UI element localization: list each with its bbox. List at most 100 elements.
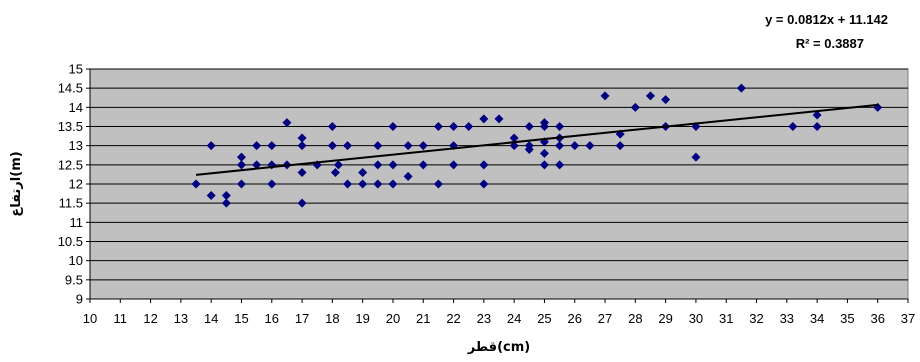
data-point [333, 160, 343, 170]
x-tick-label: 30 [689, 311, 703, 326]
x-tick-label: 13 [174, 311, 188, 326]
data-point [236, 160, 246, 170]
data-point [433, 122, 443, 131]
data-point [297, 198, 307, 208]
x-tick-labels: 10 11 12 13 14 15 16 17 18 19 20 21 22 23 24 25 26 27 28 29… [83, 311, 915, 326]
x-tick-label: 10 [83, 311, 97, 326]
x-tick-label: 11 [114, 311, 128, 326]
data-point [524, 122, 534, 131]
data-point [812, 110, 822, 120]
x-tick-label: 20 [386, 311, 400, 326]
x-tick-label: 35 [840, 311, 854, 326]
y-tick-label: 11 [70, 215, 84, 230]
data-point [539, 122, 549, 131]
data-point [221, 191, 231, 200]
data-point [449, 160, 459, 170]
y-tick-label: 13 [69, 138, 83, 153]
data-point [327, 122, 337, 131]
data-point [464, 122, 474, 131]
data-point [236, 179, 246, 189]
data-point [297, 133, 307, 143]
data-point [645, 91, 655, 101]
x-tick-label: 15 [234, 311, 248, 326]
y-tick-label: 12.5 [58, 157, 83, 172]
data-point [509, 133, 519, 143]
y-tick-label: 11.5 [59, 196, 83, 211]
data-point [539, 160, 549, 170]
data-point [403, 141, 413, 151]
data-points [191, 83, 883, 208]
x-tick-label: 21 [416, 311, 430, 326]
x-tick-label: 25 [537, 311, 551, 326]
data-point [524, 145, 534, 154]
data-point [539, 148, 549, 158]
y-tick-label: 14.5 [58, 81, 83, 96]
x-tick-label: 22 [446, 311, 460, 326]
x-tick-label: 33 [780, 311, 794, 326]
data-point [236, 152, 246, 162]
y-axis-title: ارتفاع(m) [9, 151, 24, 216]
x-tick-label: 27 [598, 311, 612, 326]
x-tick-label: 29 [658, 311, 672, 326]
data-point [343, 141, 353, 151]
data-point [812, 122, 822, 131]
trendline-equation: y = 0.0812x + 11.142 [765, 12, 888, 27]
data-point [570, 141, 580, 151]
data-point [267, 141, 277, 151]
data-point [388, 179, 398, 189]
data-point [373, 160, 383, 170]
data-point [282, 118, 292, 128]
data-point [252, 141, 262, 151]
data-point [373, 141, 383, 151]
gridlines [90, 68, 908, 281]
data-point [479, 160, 489, 170]
data-point [615, 141, 625, 151]
data-point [297, 141, 307, 151]
data-point [373, 179, 383, 189]
data-point [600, 91, 610, 101]
data-point [555, 122, 565, 131]
data-point [403, 171, 413, 181]
data-point [494, 114, 504, 124]
data-point [555, 160, 565, 170]
y-tick-label: 10 [69, 253, 83, 268]
data-point [191, 179, 201, 189]
x-tick-label: 19 [355, 311, 369, 326]
data-point [433, 179, 443, 189]
data-point [252, 160, 262, 170]
data-point [479, 179, 489, 189]
y-tick-labels: 9 9.5 10 10.5 11 11.5 12 12.5 13 13.5 14 14.5 15 [58, 62, 83, 307]
data-point [630, 102, 640, 112]
data-point [661, 95, 671, 105]
data-point [788, 122, 798, 131]
x-tick-label: 31 [719, 311, 733, 326]
data-point [358, 168, 368, 177]
data-point [267, 179, 277, 189]
data-point [206, 141, 216, 151]
axes [86, 68, 909, 303]
x-tick-label: 26 [568, 311, 582, 326]
data-point [327, 141, 337, 151]
y-tick-label: 9 [76, 292, 83, 307]
x-tick-label: 17 [295, 311, 309, 326]
data-point [449, 122, 459, 131]
data-point [691, 152, 701, 162]
x-tick-label: 28 [628, 311, 642, 326]
data-point [555, 141, 565, 151]
data-point [585, 141, 595, 151]
data-point [343, 179, 353, 189]
data-point [206, 191, 216, 200]
y-tick-label: 12 [69, 177, 83, 192]
x-tick-label: 23 [477, 311, 491, 326]
data-point [297, 168, 307, 177]
x-tick-label: 18 [325, 311, 339, 326]
x-tick-label: 36 [870, 311, 884, 326]
x-tick-label: 32 [749, 311, 763, 326]
data-point [330, 168, 340, 177]
data-point [418, 160, 428, 170]
x-tick-label: 16 [265, 311, 279, 326]
x-tick-label: 37 [901, 311, 915, 326]
x-axis-title: قطر(cm) [467, 340, 530, 355]
y-tick-label: 9.5 [65, 272, 83, 287]
